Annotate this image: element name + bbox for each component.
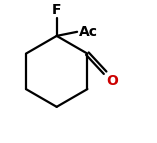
Text: F: F bbox=[52, 3, 61, 17]
Text: Ac: Ac bbox=[78, 25, 97, 39]
Text: O: O bbox=[106, 74, 118, 88]
